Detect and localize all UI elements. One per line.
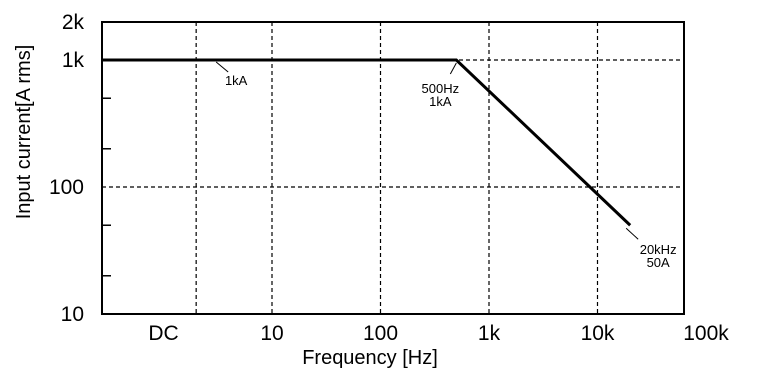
x-tick-label: DC xyxy=(148,322,178,345)
x-tick-label: 100 xyxy=(363,322,398,345)
plot-frame xyxy=(102,22,684,314)
x-tick-label: 10k xyxy=(581,322,615,345)
data-line xyxy=(102,60,630,225)
x-tick-label: 100k xyxy=(683,322,729,345)
annotation-leader xyxy=(450,63,456,74)
grid xyxy=(102,22,684,314)
annotation-20khz-50a-line: 50A xyxy=(647,255,670,270)
y-tick-label: 2k xyxy=(62,11,85,34)
annotation-500hz-1ka-line: 1kA xyxy=(429,94,452,109)
x-tick-label: 1k xyxy=(478,322,501,345)
annotation-1ka: 1kA xyxy=(225,73,248,88)
y-axis-title: Input current[A rms] xyxy=(13,45,35,220)
y-tick-label: 100 xyxy=(49,176,84,199)
annotation-leader xyxy=(626,228,638,239)
annotation-leader xyxy=(216,62,228,72)
series-layer xyxy=(102,60,630,225)
y-tick-label: 1k xyxy=(62,49,85,72)
x-tick-label: 10 xyxy=(260,322,283,345)
x-axis-title: Frequency [Hz] xyxy=(302,347,438,369)
y-tick-label: 10 xyxy=(61,303,84,326)
